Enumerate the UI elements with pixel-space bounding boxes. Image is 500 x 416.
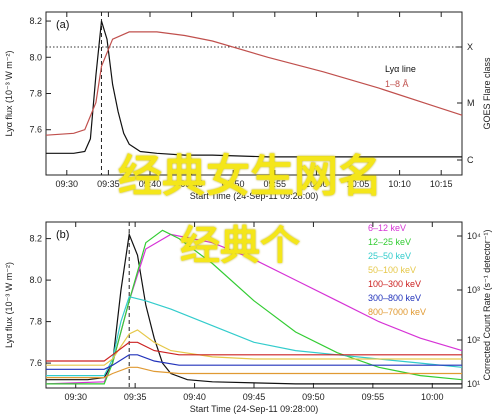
- panel-a-label: (a): [56, 19, 69, 31]
- panel-a-y-tick-label: 8.2: [29, 16, 42, 26]
- panel-a-x-tick-label: 09:30: [56, 179, 79, 189]
- panel-b-x-tick-label: 09:45: [243, 392, 266, 402]
- panel-b-legend-entry: 6–12 keV: [368, 223, 406, 233]
- panel-b-ylabel: Lyα flux (10⁻³ W m⁻²): [4, 262, 14, 348]
- panel-b-right-tick-label: 10³: [467, 285, 480, 295]
- panel-a-right-tick-label: C: [467, 155, 474, 165]
- panel-a-right-label: GOES Flare class: [482, 57, 492, 130]
- panel-b-x-tick-label: 10:00: [421, 392, 444, 402]
- panel-a-xlabel: Start Time (24-Sep-11 09:28:00): [190, 191, 318, 201]
- panel-b-label: (b): [56, 229, 69, 241]
- panel-b-y-tick-label: 7.8: [29, 317, 42, 327]
- panel-a-x-tick-label: 09:40: [139, 179, 162, 189]
- panel-a-y-tick-label: 7.8: [29, 89, 42, 99]
- panel-b-legend-entry: 100–300 keV: [368, 279, 421, 289]
- panel-b-legend-entry: 800–7000 keV: [368, 307, 426, 317]
- panel-b-series-line-3: [46, 295, 463, 377]
- panel-b-right-tick-label: 10²: [467, 335, 480, 345]
- panel-b-y-tick-label: 8.0: [29, 275, 42, 285]
- panel-b-legend-entry: 300–800 keV: [368, 293, 421, 303]
- panel-b-right-label: Corrected Count Rate (s⁻¹ detector⁻¹): [482, 229, 492, 380]
- panel-b-legend-entry: 25–50 keV: [368, 251, 411, 261]
- panel-b-x-tick-label: 09:50: [302, 392, 325, 402]
- panel-b-legend-entry: 12–25 keV: [368, 237, 411, 247]
- panel-a-x-tick-label: 09:50: [222, 179, 245, 189]
- panel-b-right-tick-label: 10¹: [467, 379, 480, 389]
- panel-a-x-tick-label: 09:55: [264, 179, 287, 189]
- panel-a-x-tick-label: 10:10: [388, 179, 411, 189]
- panel-a-y-tick-label: 8.0: [29, 52, 42, 62]
- panel-b-legend-entry: 50–100 keV: [368, 265, 416, 275]
- panel-a-x-tick-label: 10:00: [305, 179, 328, 189]
- panel-a-ylabel: Lyα flux (10⁻³ W m⁻²): [4, 51, 14, 137]
- panel-a-legend-entry: Lyα line: [385, 64, 416, 74]
- panel-b-x-tick-label: 09:30: [64, 392, 87, 402]
- panel-b-series-line-6: [46, 354, 462, 370]
- panel-a-series-line-0: [46, 20, 462, 158]
- panel-a-x-tick-label: 10:05: [347, 179, 370, 189]
- panel-a-right-tick-label: M: [467, 98, 475, 108]
- panel-a-x-tick-label: 09:45: [180, 179, 203, 189]
- panel-b-series-line-7: [46, 366, 462, 379]
- panel-b-x-tick-label: 09:35: [124, 392, 147, 402]
- overlay-subtitle: 经典个: [180, 223, 300, 269]
- panel-b-series-line-4: [46, 329, 462, 366]
- panel-b-series-line-0: [46, 232, 462, 385]
- panel-b-y-tick-label: 8.2: [29, 234, 42, 244]
- panel-a-series-line-1: [45, 31, 463, 136]
- overlay-title: 经典女生网名: [118, 151, 382, 202]
- panel-a-y-tick-label: 7.6: [29, 125, 42, 135]
- panel-b-xlabel: Start Time (24-Sep-11 09:28:00): [190, 404, 318, 414]
- panel-a-x-tick-label: 09:35: [97, 179, 120, 189]
- panel-a-right-tick-label: X: [467, 42, 473, 52]
- panel-a-legend-entry: 1–8 Å: [385, 79, 409, 89]
- panel-b-x-tick-label: 09:40: [183, 392, 206, 402]
- panel-b-series-line-5: [46, 341, 462, 362]
- panel-b-x-tick-label: 09:55: [362, 392, 385, 402]
- panel-a-x-tick-label: 10:15: [430, 179, 453, 189]
- panel-b-right-tick-label: 10⁴: [467, 231, 481, 241]
- panel-b-y-tick-label: 7.6: [29, 358, 42, 368]
